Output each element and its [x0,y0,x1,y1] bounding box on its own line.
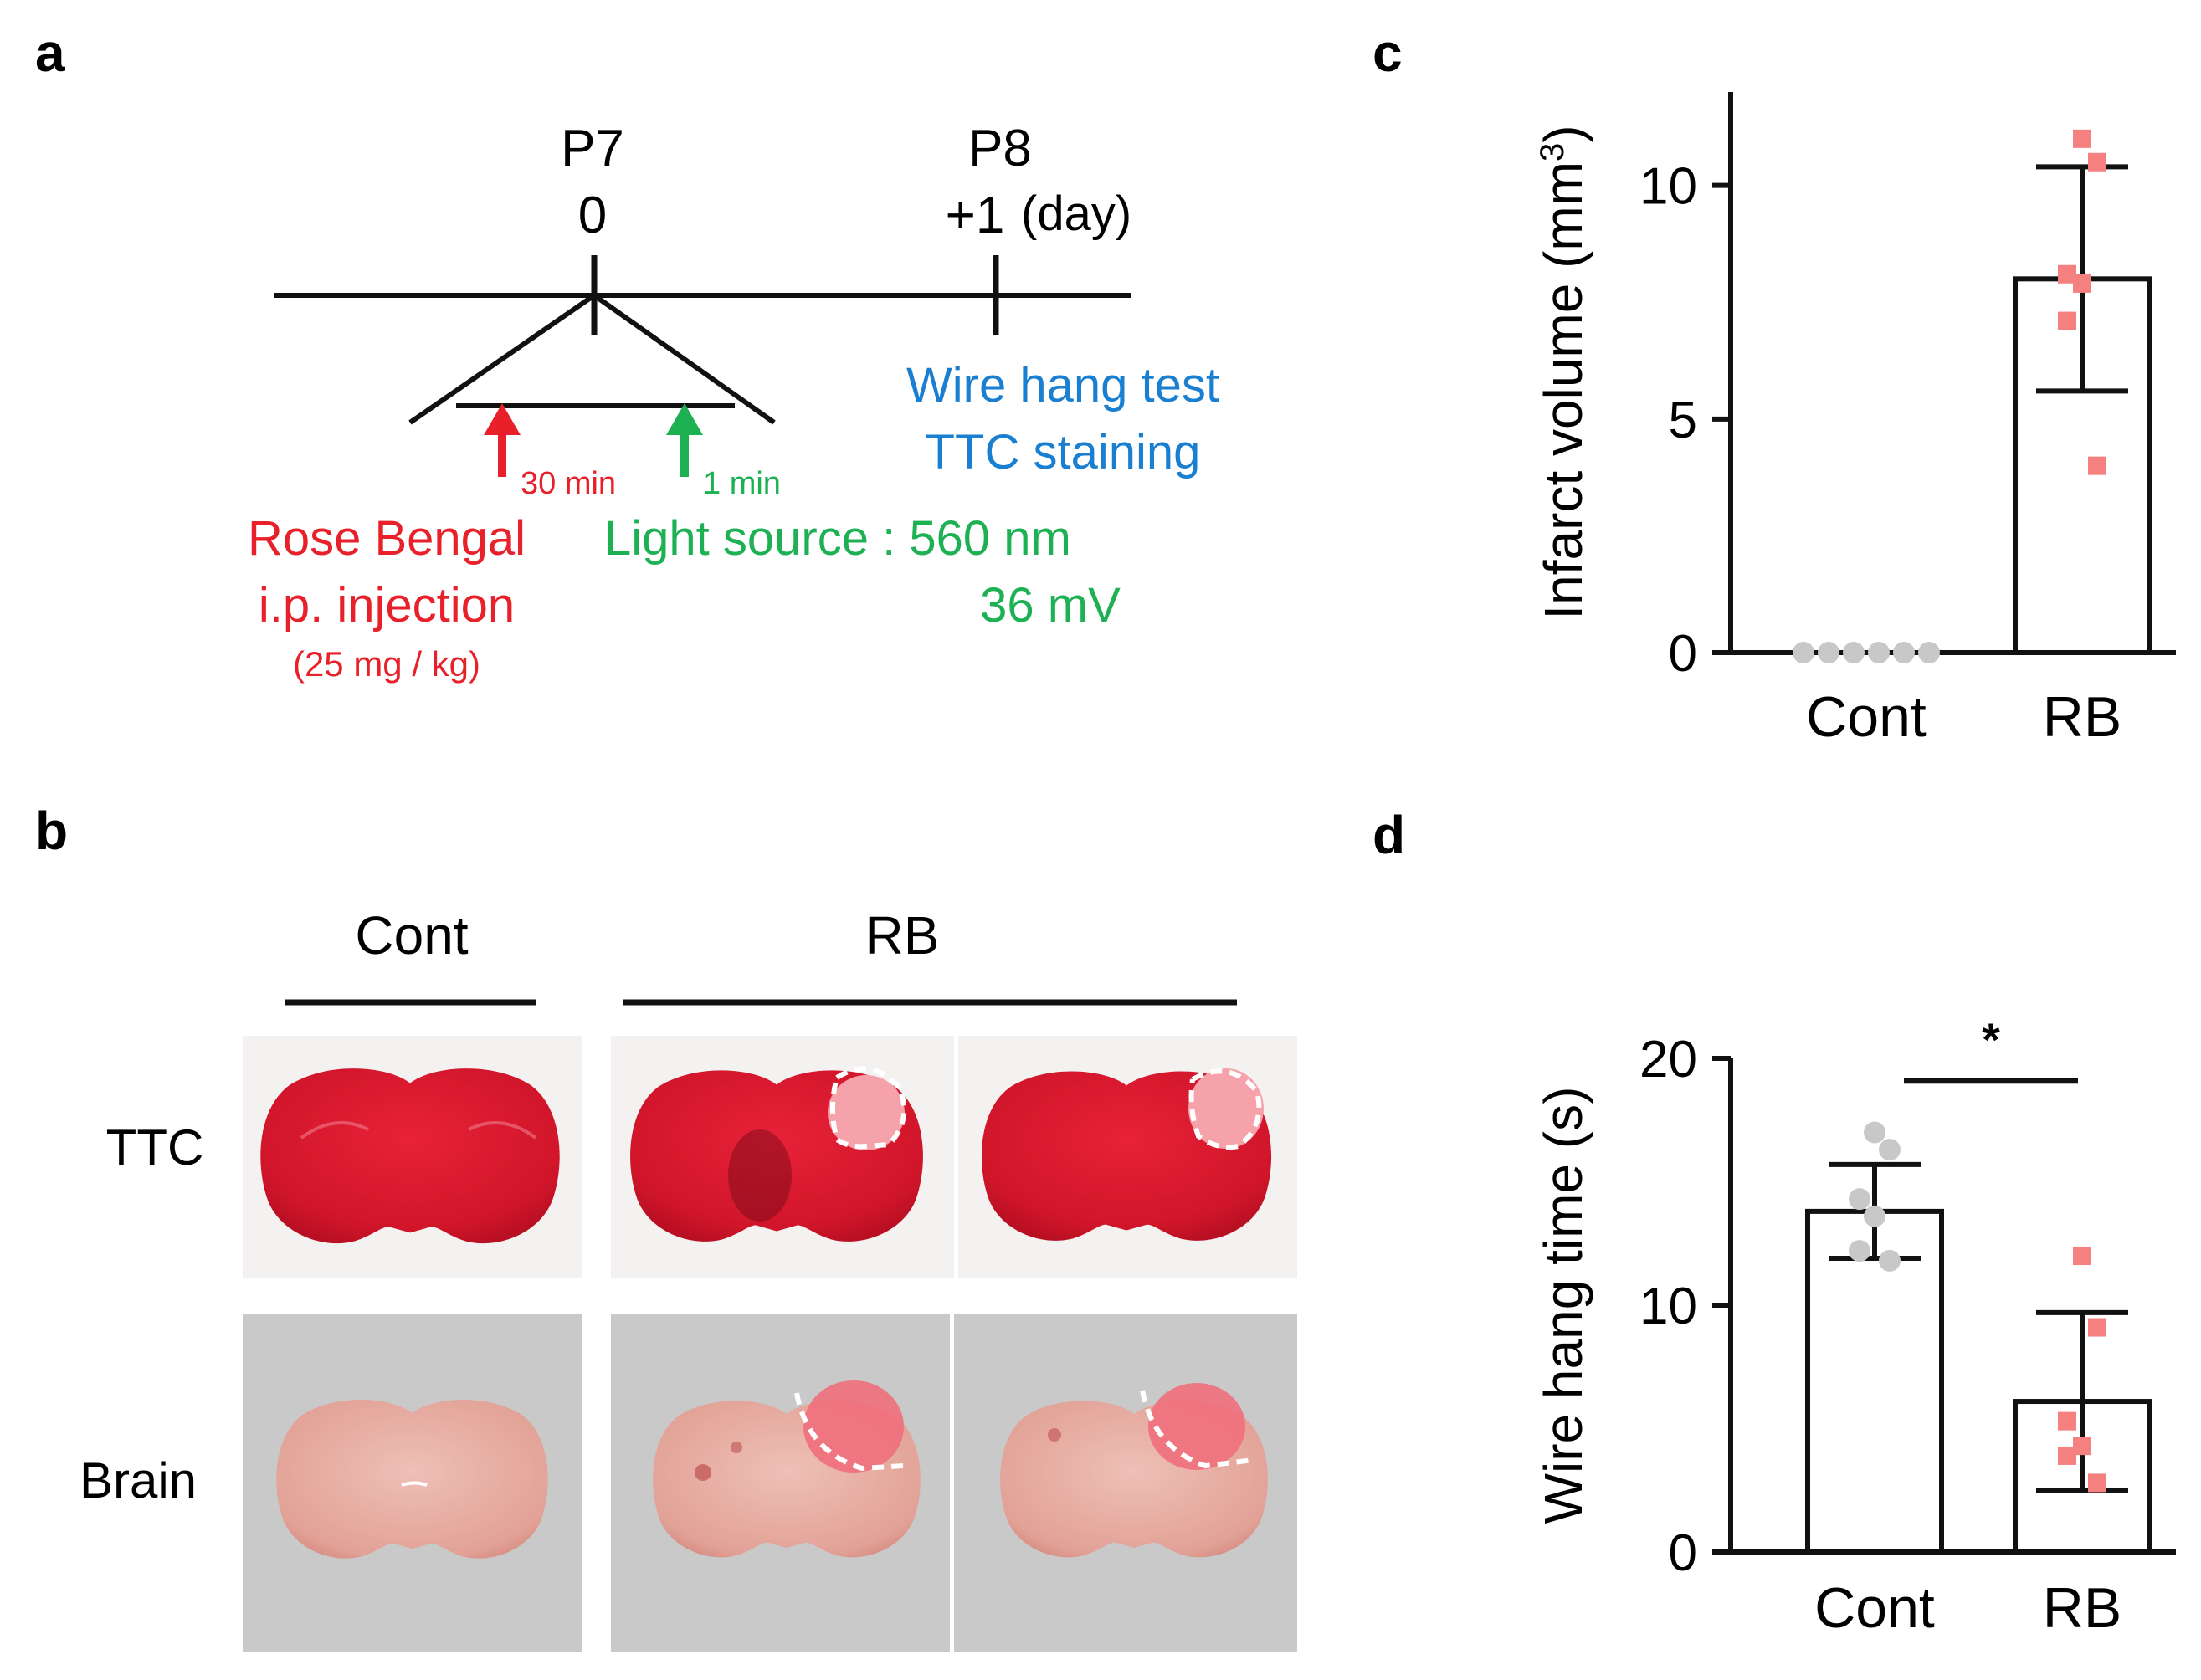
data-point-rb [2088,456,2106,475]
data-point-cont [1843,642,1865,663]
arrow1-time: 30 min [521,466,616,501]
light-arrow [666,403,703,477]
y-tick-label: 5 [1669,392,1697,449]
row-brain-label: Brain [80,1452,197,1508]
brain-photo-cont [243,1314,582,1652]
y-tick-label: 0 [1669,1524,1697,1582]
y-tick-label: 10 [1639,1278,1697,1335]
data-point-cont [1868,642,1890,663]
y-axis-label-close: ) [1533,125,1593,142]
y-axis-label-text: Wire hang time (s) [1533,1087,1593,1524]
brain-photo-rb-1 [611,1314,950,1652]
day1-label: +1 [946,187,1005,244]
ttc-staining-text: TTC staining [926,425,1201,479]
data-point-cont [1818,642,1839,663]
data-point-rb [2073,129,2091,148]
data-point-rb [2058,1446,2076,1465]
ip-injection-text: i.p. injection [259,578,515,633]
p7-label: P7 [561,120,624,177]
data-point-cont [1879,1249,1901,1272]
panel-c: c 0 5 10 Infarct volume (mm3) Cont RB [1372,23,2176,749]
zoom-line-right [593,293,776,425]
group-cont-label: Cont [355,905,468,965]
data-point-rb [2088,1473,2106,1493]
category-label-cont: Cont [1806,685,1927,749]
chart-infarct-volume: 0 5 10 Infarct volume (mm3) Cont RB [1533,92,2176,749]
data-point-rb [2073,274,2091,293]
day-unit-label: (day) [1021,187,1131,241]
panel-b: b Cont RB TTC Brain [35,801,1297,1652]
y-axis-label-sup: 3 [1534,143,1571,161]
data-point-cont [1793,642,1814,663]
y-axis-label: Wire hang time (s) [1533,1087,1593,1524]
bar-cont [1805,1208,1944,1555]
zoom-line-left [408,293,596,425]
category-label-cont: Cont [1814,1576,1935,1640]
data-point-rb [2058,311,2076,330]
data-point-rb [2073,1247,2091,1265]
group-rb-label: RB [865,905,940,965]
data-point-rb [2073,1437,2091,1456]
panel-d: d 0 10 20 Wire hang time (s) Cont RB * [1372,805,2176,1640]
chart-wire-hang-time: 0 10 20 Wire hang time (s) Cont RB * [1533,1013,2176,1640]
injection-arrow [484,403,521,477]
light-source-text: Light source : 560 nm [604,511,1071,566]
data-point-cont [1849,1240,1870,1263]
data-point-cont [1918,642,1940,663]
panel-label-a: a [35,23,65,83]
data-point-rb [2058,1411,2076,1431]
y-tick-label: 20 [1639,1031,1697,1088]
category-label-rb: RB [2043,1576,2121,1640]
ttc-photo-rb-2 [958,1036,1297,1278]
y-tick-label: 10 [1639,158,1697,216]
wire-test-text: Wire hang test [906,358,1219,412]
y-tick-label: 0 [1669,625,1697,683]
data-point-cont [1864,1205,1885,1227]
row-ttc-label: TTC [106,1119,204,1175]
ttc-photo-rb-1 [611,1036,954,1278]
y-axis-label-text: Infarct volume (mm [1533,161,1593,620]
data-point-rb [2088,152,2106,172]
panel-label-d: d [1372,805,1405,865]
y-axis-label: Infarct volume (mm3) [1533,125,1593,619]
significance-marker: * [1982,1013,2000,1066]
data-point-cont [1879,1139,1901,1161]
category-label-rb: RB [2043,685,2121,749]
arrow2-time: 1 min [703,466,781,501]
ttc-photo-cont [243,1036,582,1278]
data-point-cont [1849,1188,1870,1211]
panel-label-c: c [1372,23,1403,83]
p8-label: P8 [968,120,1032,177]
data-point-cont [1893,642,1915,663]
day0-label: 0 [578,187,607,244]
dose-text: (25 mg / kg) [293,644,480,684]
data-point-rb [2058,264,2076,284]
brain-photo-rb-2 [954,1314,1297,1652]
voltage-text: 36 mV [980,578,1121,633]
data-point-cont [1864,1121,1885,1144]
panel-label-b: b [35,801,68,861]
panel-a: a P7 0 P8 +1 (day) 30 min 1 min Wire han… [35,23,1219,684]
rose-bengal-text: Rose Bengal [248,511,526,566]
data-point-rb [2088,1318,2106,1337]
